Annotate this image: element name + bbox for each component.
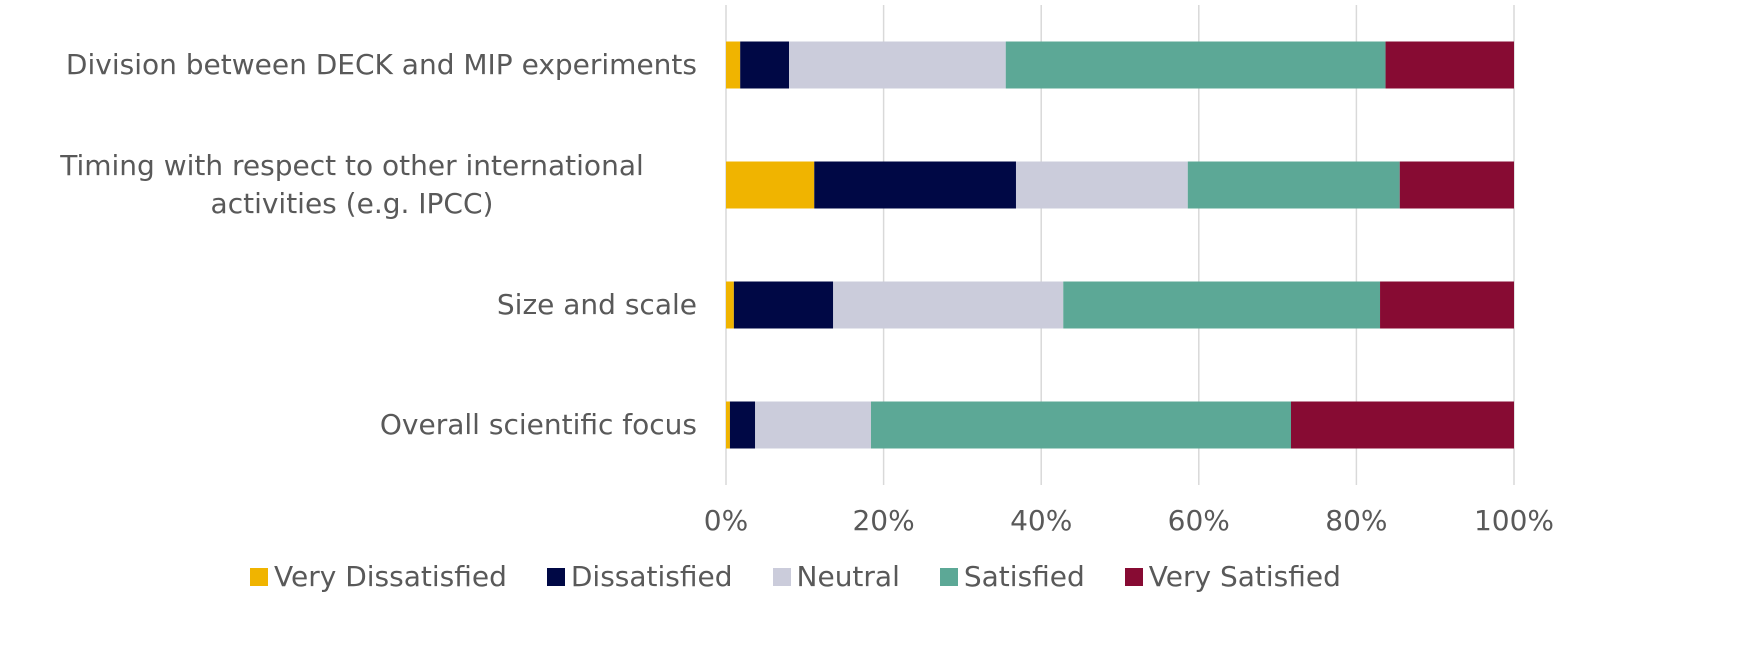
legend-item: Very Dissatisfied (250, 560, 507, 593)
legend-swatch (250, 567, 268, 586)
legend-swatch (939, 567, 958, 586)
category-text: Overall scientific focus (379, 408, 697, 441)
legend-item: Very Satisfied (1124, 560, 1341, 593)
bar-segment (870, 401, 1291, 449)
legend-label: Very Dissatisfied (274, 560, 507, 593)
legend-item: Dissatisfied (546, 560, 733, 593)
bar-segment (726, 281, 734, 329)
bar-segment (814, 161, 1016, 209)
category-label: Overall scientific focus (0, 406, 697, 444)
bar-segment (1063, 281, 1381, 329)
category-label: Timing with respect to other internation… (0, 147, 697, 223)
x-tick-label: 20% (852, 504, 914, 537)
bar-segment (726, 401, 730, 449)
bar-segment (1380, 281, 1514, 329)
legend-item: Satisfied (939, 560, 1085, 593)
x-tick-label: 100% (1474, 504, 1554, 537)
bar-segment (1005, 41, 1386, 89)
bar-segment (1015, 161, 1188, 209)
legend-label: Very Satisfied (1148, 560, 1341, 593)
bar-segment (789, 41, 1006, 89)
bar-segment (1290, 401, 1514, 449)
legend-label: Dissatisfied (570, 560, 733, 593)
category-text: Division between DECK and MIP experiment… (65, 48, 697, 81)
bar-segment (726, 161, 815, 209)
bar-segment (1187, 161, 1400, 209)
category-label: Division between DECK and MIP experiment… (0, 46, 697, 84)
legend-swatch (1124, 567, 1143, 586)
bar-segment (726, 41, 741, 89)
legend-swatch (772, 567, 791, 586)
bar-segment (740, 41, 790, 89)
legend-label: Neutral (796, 560, 900, 593)
x-tick-label: 0% (704, 504, 748, 537)
x-tick-label: 80% (1325, 504, 1387, 537)
legend-label: Satisfied (963, 560, 1085, 593)
category-label: Size and scale (0, 286, 697, 324)
legend-swatch (546, 567, 565, 586)
bar-segment (1399, 161, 1514, 209)
category-text: Size and scale (496, 288, 697, 321)
category-text: Timing with respect to other internation… (60, 149, 644, 220)
x-tick-label: 40% (1010, 504, 1072, 537)
bar-segment (733, 281, 834, 329)
bar-segment (833, 281, 1064, 329)
bar-segment (729, 401, 756, 449)
bar-segment (755, 401, 871, 449)
legend: Very Dissatisfied Dissatisfied Neutral Sati… (250, 560, 1341, 593)
bar-segment (1385, 41, 1514, 89)
x-tick-label: 60% (1168, 504, 1230, 537)
legend-item: Neutral (772, 560, 900, 593)
